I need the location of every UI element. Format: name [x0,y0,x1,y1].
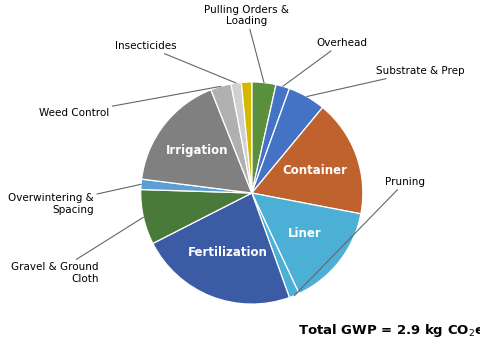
Wedge shape [241,82,252,193]
Wedge shape [252,193,361,293]
Text: Substrate & Prep: Substrate & Prep [307,66,465,96]
Text: Overwintering &
Spacing: Overwintering & Spacing [8,184,141,215]
Text: Liner: Liner [288,227,321,240]
Wedge shape [153,193,289,304]
Wedge shape [142,90,252,193]
Wedge shape [252,108,363,214]
Text: Pulling Orders &
Loading: Pulling Orders & Loading [204,5,289,83]
Text: Gravel & Ground
Cloth: Gravel & Ground Cloth [11,217,144,284]
Text: Container: Container [282,164,347,177]
Wedge shape [141,190,252,243]
Wedge shape [252,88,323,193]
Wedge shape [141,179,252,193]
Text: Pruning: Pruning [294,177,425,296]
Wedge shape [252,193,299,297]
Text: Overhead: Overhead [283,38,367,86]
Wedge shape [231,82,252,193]
Wedge shape [211,84,252,193]
Text: Insecticides: Insecticides [115,41,236,83]
Text: Fertilization: Fertilization [188,247,268,260]
Wedge shape [252,82,276,193]
Text: Irrigation: Irrigation [166,144,228,157]
Text: Weed Control: Weed Control [39,86,221,118]
Text: Total GWP = 2.9 kg CO$_2$e: Total GWP = 2.9 kg CO$_2$e [298,322,480,339]
Wedge shape [252,84,289,193]
